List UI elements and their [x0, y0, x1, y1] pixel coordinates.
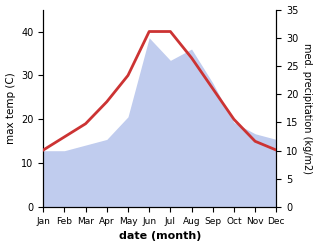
Y-axis label: med. precipitation (kg/m2): med. precipitation (kg/m2): [302, 43, 313, 174]
Y-axis label: max temp (C): max temp (C): [5, 72, 16, 144]
X-axis label: date (month): date (month): [119, 231, 201, 242]
